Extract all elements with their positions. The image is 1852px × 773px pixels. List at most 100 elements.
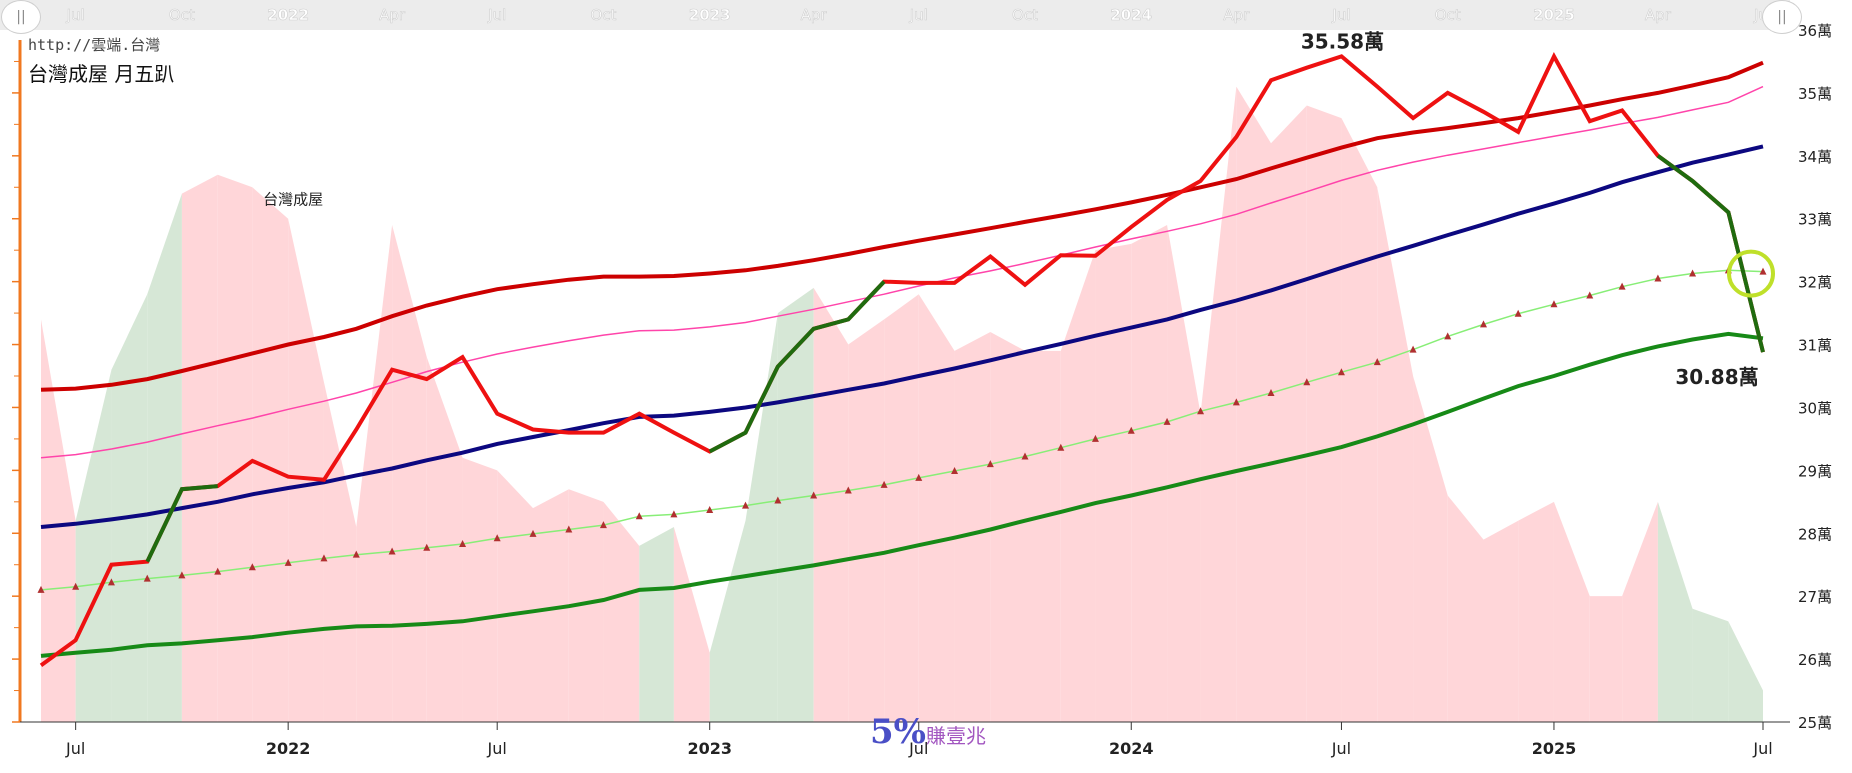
background-area-segment — [813, 287, 849, 722]
background-area-segment — [673, 526, 710, 722]
price-line-red — [39, 52, 1765, 668]
y-axis-tick-label: 25萬 — [1798, 714, 1832, 732]
background-area-segment — [639, 526, 674, 722]
triangle-marker — [107, 578, 115, 586]
background-area-segment — [1271, 105, 1307, 722]
navigator-handle-left[interactable]: || — [1, 0, 41, 34]
triangle-marker — [1337, 368, 1345, 376]
series-label: 台灣成屋 — [263, 191, 323, 209]
x-axis-tick-label: Jul — [487, 739, 507, 758]
navigator-tick-label: 2025 — [1533, 6, 1575, 24]
background-area-segment — [533, 489, 569, 722]
background-area-segment — [1167, 225, 1201, 722]
navy-average-line — [40, 144, 1764, 529]
background-area-segment — [1622, 501, 1658, 722]
navigator-handle-right[interactable]: || — [1762, 0, 1802, 34]
background-area-segment — [252, 187, 289, 723]
y-axis-tick-label: 35萬 — [1798, 85, 1832, 103]
triangle-marker — [635, 512, 643, 520]
background-area-segment — [147, 193, 182, 723]
x-axis-tick-label: 2022 — [266, 739, 311, 758]
series-lines — [37, 52, 1767, 668]
triangle-marker — [352, 550, 360, 558]
triangle-marker — [810, 491, 818, 499]
triangle-marker — [1514, 309, 1522, 317]
navigator-tick-label: 2024 — [1110, 6, 1152, 24]
background-area-segment — [1377, 187, 1414, 723]
triangle-marker — [1550, 300, 1558, 308]
brand-small-text: 賺壹兆 — [925, 724, 986, 748]
background-area-segment — [1131, 225, 1168, 722]
background-area-segment — [217, 174, 253, 722]
x-axis-tick-label: Jul — [1331, 739, 1351, 758]
x-axis-tick-label: Jul — [1752, 739, 1772, 758]
background-area-segment — [41, 319, 76, 722]
navigator-tick-label: Jul — [909, 6, 928, 24]
triangle-marker — [1127, 426, 1135, 434]
navigator-tick-label: Apr — [1223, 6, 1250, 24]
background-area-segment — [1447, 495, 1484, 722]
background-area-segment — [111, 294, 148, 722]
triangle-marker — [1057, 443, 1065, 451]
latest-value-label: 30.88萬 — [1675, 365, 1758, 389]
background-area-segment — [848, 319, 885, 722]
navigator-tick-label: 2022 — [267, 6, 309, 24]
navigator-tick-label: Oct — [590, 6, 616, 24]
x-axis-tick-label: Jul — [65, 739, 85, 758]
brand-watermark: 5%賺壹兆 — [870, 712, 986, 752]
navigator-tick-label: Apr — [379, 6, 406, 24]
site-url: http://雲端.台灣 — [28, 36, 161, 54]
y-axis-tick-label: 36萬 — [1798, 22, 1832, 40]
triangle-marker — [915, 473, 923, 481]
triangle-marker — [1303, 378, 1311, 386]
navigator-tick-label: Jul — [66, 6, 85, 24]
triangle-marker — [844, 486, 852, 494]
triangle-marker — [1232, 398, 1240, 406]
triangle-marker — [1618, 282, 1626, 290]
lower-band-line — [40, 331, 1764, 658]
triangle-marker — [388, 547, 396, 555]
triangle-marker — [880, 480, 888, 488]
background-area-segment — [1060, 250, 1096, 722]
triangle-marker — [1163, 417, 1171, 425]
triangle-marker — [1689, 269, 1697, 277]
upper-band-line — [40, 60, 1764, 392]
triangle-marker — [143, 574, 151, 582]
annotations: 台灣成屋 35.58萬 30.88萬 — [263, 29, 1775, 389]
background-area-segment — [1025, 350, 1061, 722]
triangle-marker — [1091, 434, 1099, 442]
x-axis-tick-label: Jul — [908, 739, 928, 758]
triangle-marker — [599, 521, 607, 529]
triangle-marker — [320, 554, 328, 562]
navigator-tick-label: Apr — [801, 6, 828, 24]
navigator-bar[interactable] — [0, 0, 1790, 30]
triangle-marker — [459, 539, 467, 547]
navigator-ticks: Jul Oct 2022 Apr Jul Oct 2023 Apr Jul Oct 2024 Apr J… — [65, 6, 1772, 25]
x-axis-tick-label: 2023 — [687, 739, 732, 758]
triangle-marker — [1654, 274, 1662, 282]
triangle-marker — [951, 466, 959, 474]
background-area-segment — [323, 382, 357, 722]
navigator-tick-label: Apr — [1645, 6, 1672, 24]
triangle-marker — [565, 525, 573, 533]
price-line-green-segment — [708, 280, 886, 454]
triangle-marker — [214, 567, 222, 575]
y-axis-tick-label: 33萬 — [1798, 211, 1832, 229]
background-area-segment — [1200, 86, 1237, 723]
light-green-line — [40, 269, 1764, 591]
navigator-tick-label: Jul — [487, 6, 506, 24]
background-area-segment — [709, 520, 746, 722]
highlight-circle — [1727, 249, 1775, 298]
background-area-segment — [1483, 520, 1519, 722]
triangle-marker — [1197, 407, 1205, 415]
background-area-segment — [603, 501, 640, 722]
background-area-segment — [1692, 608, 1729, 722]
chart-title: 台灣成屋 月五趴 — [28, 62, 175, 86]
background-area-segment — [1518, 501, 1554, 722]
background-area-segment — [1095, 243, 1132, 722]
background-area-segment — [1589, 596, 1623, 722]
triangle-marker — [1480, 320, 1488, 328]
y-axis-tick-label: 31萬 — [1798, 337, 1832, 355]
